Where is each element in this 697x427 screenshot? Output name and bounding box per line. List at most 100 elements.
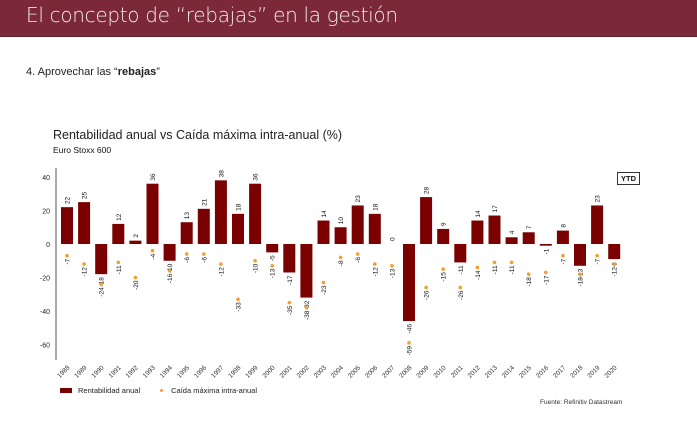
x-tick-label: 2009: [415, 364, 430, 379]
point-2010: [441, 267, 446, 271]
y-tick-label: -20: [40, 276, 50, 283]
x-tick-label: 1992: [125, 364, 140, 379]
chart-title: Rentabilidad anual vs Caída máxima intra…: [53, 128, 343, 142]
bar-label-2015: 7: [526, 225, 533, 229]
bar-label-2001: -17: [287, 275, 294, 285]
bar-label-1999: 36: [253, 173, 260, 181]
bar-label-1995: 13: [184, 212, 191, 220]
section-prefix: 4. Aprovechar las “: [26, 66, 118, 78]
x-tick-label: 2013: [484, 364, 499, 379]
x-tick-label: 2014: [501, 364, 516, 379]
point-label-1995: -6: [184, 257, 191, 263]
point-label-2011: -26: [458, 290, 465, 300]
x-tick-label: 1997: [210, 364, 225, 379]
point-label-2007: -13: [389, 268, 396, 278]
point-label-1994: -16: [167, 273, 174, 283]
point-2018: [578, 272, 582, 276]
bar-2000: [266, 244, 279, 253]
x-tick-label: 2019: [586, 364, 601, 379]
point-2009: [424, 285, 428, 290]
legend-label-drawdown: Caída máxima intra-anual: [171, 386, 258, 395]
point-label-2020: -12: [612, 267, 619, 277]
x-tick-label: 2004: [330, 364, 345, 379]
bar-2008: [403, 244, 415, 322]
point-2002: [304, 305, 309, 310]
x-tick-label: 2008: [398, 364, 413, 379]
bar-2015: [522, 232, 535, 244]
bar-1998: [232, 213, 244, 244]
bar-label-2006: 18: [372, 203, 379, 211]
y-tick-label: -40: [40, 309, 50, 316]
bar-label-2007: 0: [389, 237, 396, 241]
point-2019: [595, 253, 599, 258]
bar-2016: [539, 244, 552, 246]
header-banner: El concepto de “rebajas” en la gestión: [0, 0, 697, 37]
legend-bar-swatch: [60, 388, 72, 393]
point-2020: [612, 262, 616, 266]
x-tick-label: 2012: [467, 364, 482, 379]
bar-2014: [505, 237, 518, 244]
bar-1988: [61, 207, 73, 244]
bar-2002: [300, 244, 313, 298]
legend-label-returns: Rentabilidad anual: [78, 386, 141, 395]
point-label-1998: -33: [236, 302, 243, 312]
x-tick-label: 2020: [603, 364, 618, 379]
section-bold: rebajas: [117, 66, 157, 78]
bar-label-1996: 21: [201, 198, 208, 206]
point-label-1990: -24: [99, 287, 106, 297]
bar-label-2014: 4: [509, 230, 516, 234]
x-tick-label: 1998: [227, 364, 242, 379]
point-1992: [133, 275, 138, 280]
point-1997: [219, 262, 223, 266]
point-label-2015: -18: [526, 277, 533, 287]
point-label-2008: -59: [407, 345, 414, 355]
point-2015: [526, 272, 531, 276]
point-label-1999: -10: [253, 263, 260, 273]
x-tick-label: 1994: [159, 364, 174, 379]
bar-2013: [488, 215, 501, 244]
bar-1993: [146, 183, 159, 244]
bar-label-2019: 23: [595, 195, 602, 203]
bar-label-1989: 25: [82, 192, 89, 200]
bar-label-1998: 18: [236, 203, 243, 211]
x-tick-label: 2001: [279, 364, 294, 379]
bar-2012: [471, 220, 484, 244]
x-tick-label: 1990: [90, 364, 105, 379]
x-tick-label: 1996: [193, 364, 208, 379]
point-label-2006: -12: [372, 267, 379, 277]
bar-1999: [249, 183, 262, 244]
point-label-1991: -11: [116, 265, 123, 274]
point-2001: [287, 300, 292, 305]
x-tick-label: 2015: [518, 364, 533, 379]
bar-2020: [608, 244, 621, 260]
x-tick-label: 1999: [244, 364, 259, 379]
x-tick-label: 1995: [176, 364, 191, 379]
point-1989: [82, 262, 86, 266]
bar-1992: [129, 240, 142, 244]
point-1988: [65, 253, 69, 258]
bar-label-1990: -18: [99, 277, 106, 287]
bar-label-2011: -11: [458, 265, 465, 274]
source-note: Fuente: Refinitiv Datastream: [540, 399, 623, 406]
bar-1990: [95, 244, 108, 275]
point-1991: [116, 260, 121, 265]
point-label-2012: -14: [475, 270, 482, 280]
point-2012: [475, 265, 480, 270]
bar-2011: [454, 244, 467, 263]
point-label-2013: -11: [492, 265, 499, 274]
bar-1997: [214, 180, 227, 244]
point-2006: [373, 262, 377, 266]
y-tick-label: 20: [42, 209, 50, 216]
ytd-annotation: YTD: [617, 172, 640, 185]
point-1998: [236, 297, 240, 302]
section-suffix: ”: [156, 66, 160, 78]
point-1996: [202, 252, 206, 256]
point-2014: [509, 260, 514, 265]
bar-2003: [317, 220, 330, 244]
point-label-2010: -15: [441, 272, 448, 282]
page-title: El concepto de “rebajas” en la gestión: [26, 3, 398, 27]
bar-1996: [197, 208, 210, 244]
point-label-2002: -38: [304, 310, 311, 320]
point-2013: [492, 260, 497, 265]
point-label-1996: -6: [201, 257, 208, 263]
